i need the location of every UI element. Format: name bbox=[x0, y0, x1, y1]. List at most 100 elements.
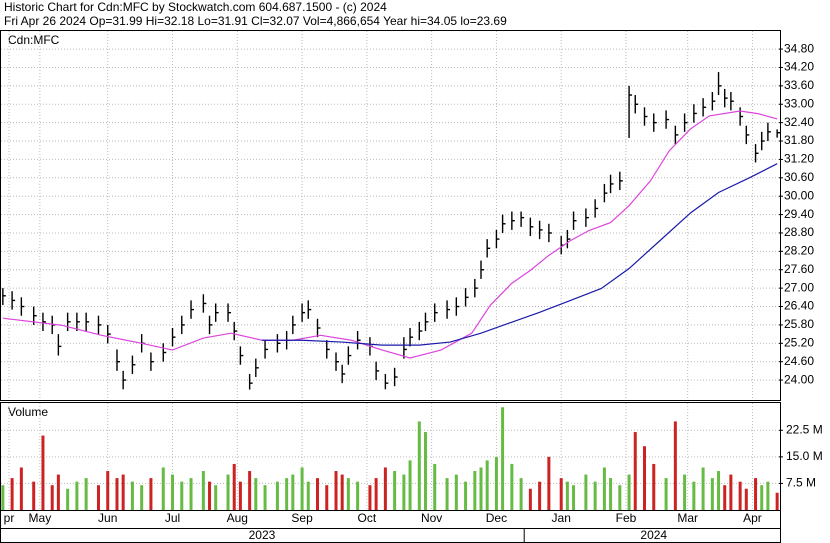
volume-bar bbox=[50, 485, 54, 510]
x-tick-label: Dec bbox=[486, 511, 507, 525]
y-tick-label: 34.20 bbox=[784, 60, 814, 74]
volume-bar bbox=[75, 481, 79, 510]
volume-bar bbox=[180, 481, 184, 510]
volume-bar bbox=[374, 478, 378, 510]
volume-bar bbox=[609, 478, 613, 510]
volume-bar bbox=[161, 467, 165, 510]
volume-bar bbox=[140, 485, 144, 510]
volume-bar bbox=[41, 435, 45, 510]
y-tick-label: 31.80 bbox=[784, 133, 814, 147]
volume-bar bbox=[528, 488, 532, 510]
volume-bar bbox=[130, 481, 134, 510]
volume-bar bbox=[408, 460, 412, 510]
symbol-label: Cdn:MFC bbox=[8, 33, 60, 47]
volume-bar bbox=[445, 478, 449, 510]
volume-bar bbox=[559, 478, 563, 510]
volume-bar bbox=[121, 474, 125, 510]
volume-bar bbox=[106, 471, 110, 510]
volume-bar bbox=[340, 474, 344, 510]
volume-bar bbox=[10, 478, 14, 510]
volume-bar bbox=[572, 485, 576, 510]
volume-bar bbox=[729, 474, 733, 510]
y-tick-label: 28.80 bbox=[784, 225, 814, 239]
volume-bar bbox=[710, 478, 714, 510]
volume-bar bbox=[334, 471, 338, 510]
volume-bar bbox=[584, 474, 588, 510]
volume-bar bbox=[673, 421, 677, 510]
y-tick-label: 33.60 bbox=[784, 78, 814, 92]
volume-bar bbox=[701, 467, 705, 510]
x-tick-label: Aug bbox=[227, 511, 248, 525]
volume-bar bbox=[96, 485, 100, 510]
volume-bar bbox=[201, 471, 205, 510]
y-tick-label: 28.20 bbox=[784, 244, 814, 258]
volume-bar bbox=[547, 456, 551, 510]
volume-bar bbox=[760, 485, 764, 510]
volume-bar bbox=[494, 456, 498, 510]
chart-title: Historic Chart for Cdn:MFC by Stockwatch… bbox=[4, 0, 387, 14]
volume-bar bbox=[738, 481, 742, 510]
volume-bar bbox=[723, 485, 727, 510]
volume-bar bbox=[356, 481, 360, 510]
y-tick-label: 31.20 bbox=[784, 152, 814, 166]
volume-bar bbox=[744, 488, 748, 510]
volume-bar bbox=[602, 467, 606, 510]
volume-bar bbox=[717, 471, 721, 510]
volume-bar bbox=[346, 478, 350, 510]
volume-bar bbox=[316, 478, 320, 510]
volume-bar bbox=[664, 478, 668, 510]
volume-bar bbox=[56, 474, 60, 510]
volume-bar bbox=[291, 474, 295, 510]
y-tick-label: 24.00 bbox=[784, 372, 814, 386]
volume-tick-label: 15.0 M bbox=[786, 449, 823, 463]
volume-bar bbox=[189, 478, 193, 510]
x-tick-label: Apr bbox=[743, 511, 762, 525]
volume-bar bbox=[464, 481, 468, 510]
volume-bar bbox=[226, 474, 230, 510]
x-tick-label: Jul bbox=[165, 511, 180, 525]
y-tick-label: 25.80 bbox=[784, 317, 814, 331]
y-tick-label: 30.00 bbox=[784, 188, 814, 202]
x-tick-label: Oct bbox=[358, 511, 377, 525]
volume-bar bbox=[454, 474, 458, 510]
volume-bar bbox=[510, 463, 514, 510]
y-tick-label: 29.40 bbox=[784, 207, 814, 221]
volume-bar bbox=[485, 460, 489, 510]
x-tick-label: Nov bbox=[421, 511, 442, 525]
year-label: 2023 bbox=[249, 528, 276, 542]
volume-bar bbox=[692, 481, 696, 510]
volume-bar bbox=[643, 446, 647, 510]
x-tick-label: Jan bbox=[552, 511, 571, 525]
volume-bar bbox=[115, 478, 119, 510]
volume-bar bbox=[32, 481, 36, 510]
volume-bar bbox=[766, 481, 770, 510]
volume-bar bbox=[501, 407, 505, 510]
volume-bar bbox=[652, 463, 656, 510]
volume-bar bbox=[754, 478, 758, 510]
volume-tick-label: 7.5 M bbox=[786, 476, 816, 490]
volume-bar bbox=[248, 471, 252, 510]
volume-bar bbox=[285, 478, 289, 510]
volume-bar bbox=[214, 485, 218, 510]
volume-bar bbox=[254, 478, 258, 510]
chart-subtitle: Fri Apr 26 2024 Op=31.99 Hi=32.18 Lo=31.… bbox=[4, 14, 507, 28]
volume-bar bbox=[775, 492, 779, 510]
volume-bar bbox=[306, 481, 310, 510]
moving-average bbox=[261, 163, 778, 346]
volume-bar bbox=[263, 485, 267, 510]
volume-bar bbox=[393, 471, 397, 510]
volume-tick-label: 22.5 M bbox=[786, 422, 823, 436]
volume-bar bbox=[593, 481, 597, 510]
y-tick-label: 27.00 bbox=[784, 280, 814, 294]
month-row bbox=[0, 510, 781, 529]
y-tick-label: 32.40 bbox=[784, 115, 814, 129]
volume-bar bbox=[417, 421, 421, 510]
price-panel bbox=[0, 30, 781, 401]
y-tick-label: 24.60 bbox=[784, 354, 814, 368]
volume-bar bbox=[208, 481, 212, 510]
volume-bar bbox=[383, 467, 387, 510]
volume-bar bbox=[1, 485, 5, 510]
volume-bar bbox=[275, 481, 279, 510]
volume-label: Volume bbox=[8, 405, 48, 419]
